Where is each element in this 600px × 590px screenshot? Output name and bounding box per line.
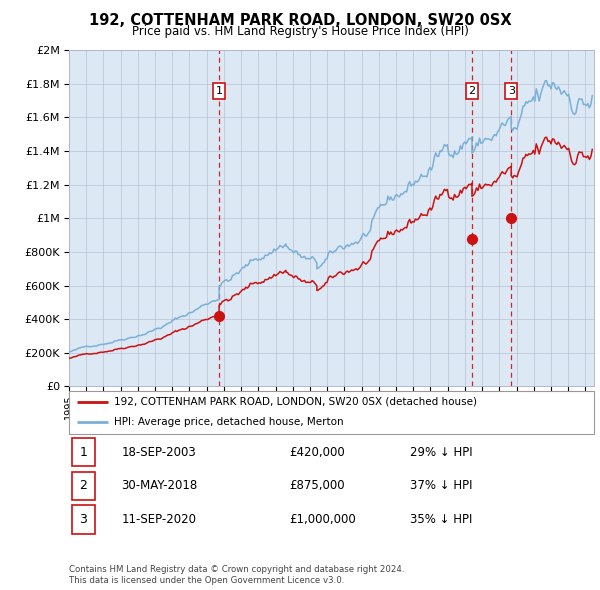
FancyBboxPatch shape bbox=[71, 472, 95, 500]
Text: 2: 2 bbox=[469, 86, 476, 96]
Text: 192, COTTENHAM PARK ROAD, LONDON, SW20 0SX (detached house): 192, COTTENHAM PARK ROAD, LONDON, SW20 0… bbox=[113, 397, 476, 407]
Text: 35% ↓ HPI: 35% ↓ HPI bbox=[410, 513, 473, 526]
Text: 3: 3 bbox=[79, 513, 87, 526]
Text: 192, COTTENHAM PARK ROAD, LONDON, SW20 0SX: 192, COTTENHAM PARK ROAD, LONDON, SW20 0… bbox=[89, 13, 511, 28]
Text: HPI: Average price, detached house, Merton: HPI: Average price, detached house, Mert… bbox=[113, 417, 343, 427]
Text: 2: 2 bbox=[79, 479, 87, 493]
Text: £420,000: £420,000 bbox=[290, 445, 345, 459]
Text: Contains HM Land Registry data © Crown copyright and database right 2024.
This d: Contains HM Land Registry data © Crown c… bbox=[69, 565, 404, 585]
Text: Price paid vs. HM Land Registry's House Price Index (HPI): Price paid vs. HM Land Registry's House … bbox=[131, 25, 469, 38]
Text: 29% ↓ HPI: 29% ↓ HPI bbox=[410, 445, 473, 459]
FancyBboxPatch shape bbox=[69, 391, 594, 434]
Text: 3: 3 bbox=[508, 86, 515, 96]
Text: £875,000: £875,000 bbox=[290, 479, 345, 493]
Text: 11-SEP-2020: 11-SEP-2020 bbox=[121, 513, 197, 526]
FancyBboxPatch shape bbox=[71, 438, 95, 466]
Text: 30-MAY-2018: 30-MAY-2018 bbox=[121, 479, 198, 493]
Text: 37% ↓ HPI: 37% ↓ HPI bbox=[410, 479, 473, 493]
Text: 1: 1 bbox=[79, 445, 87, 459]
Text: £1,000,000: £1,000,000 bbox=[290, 513, 356, 526]
Text: 1: 1 bbox=[215, 86, 223, 96]
Text: 18-SEP-2003: 18-SEP-2003 bbox=[121, 445, 196, 459]
FancyBboxPatch shape bbox=[71, 506, 95, 533]
